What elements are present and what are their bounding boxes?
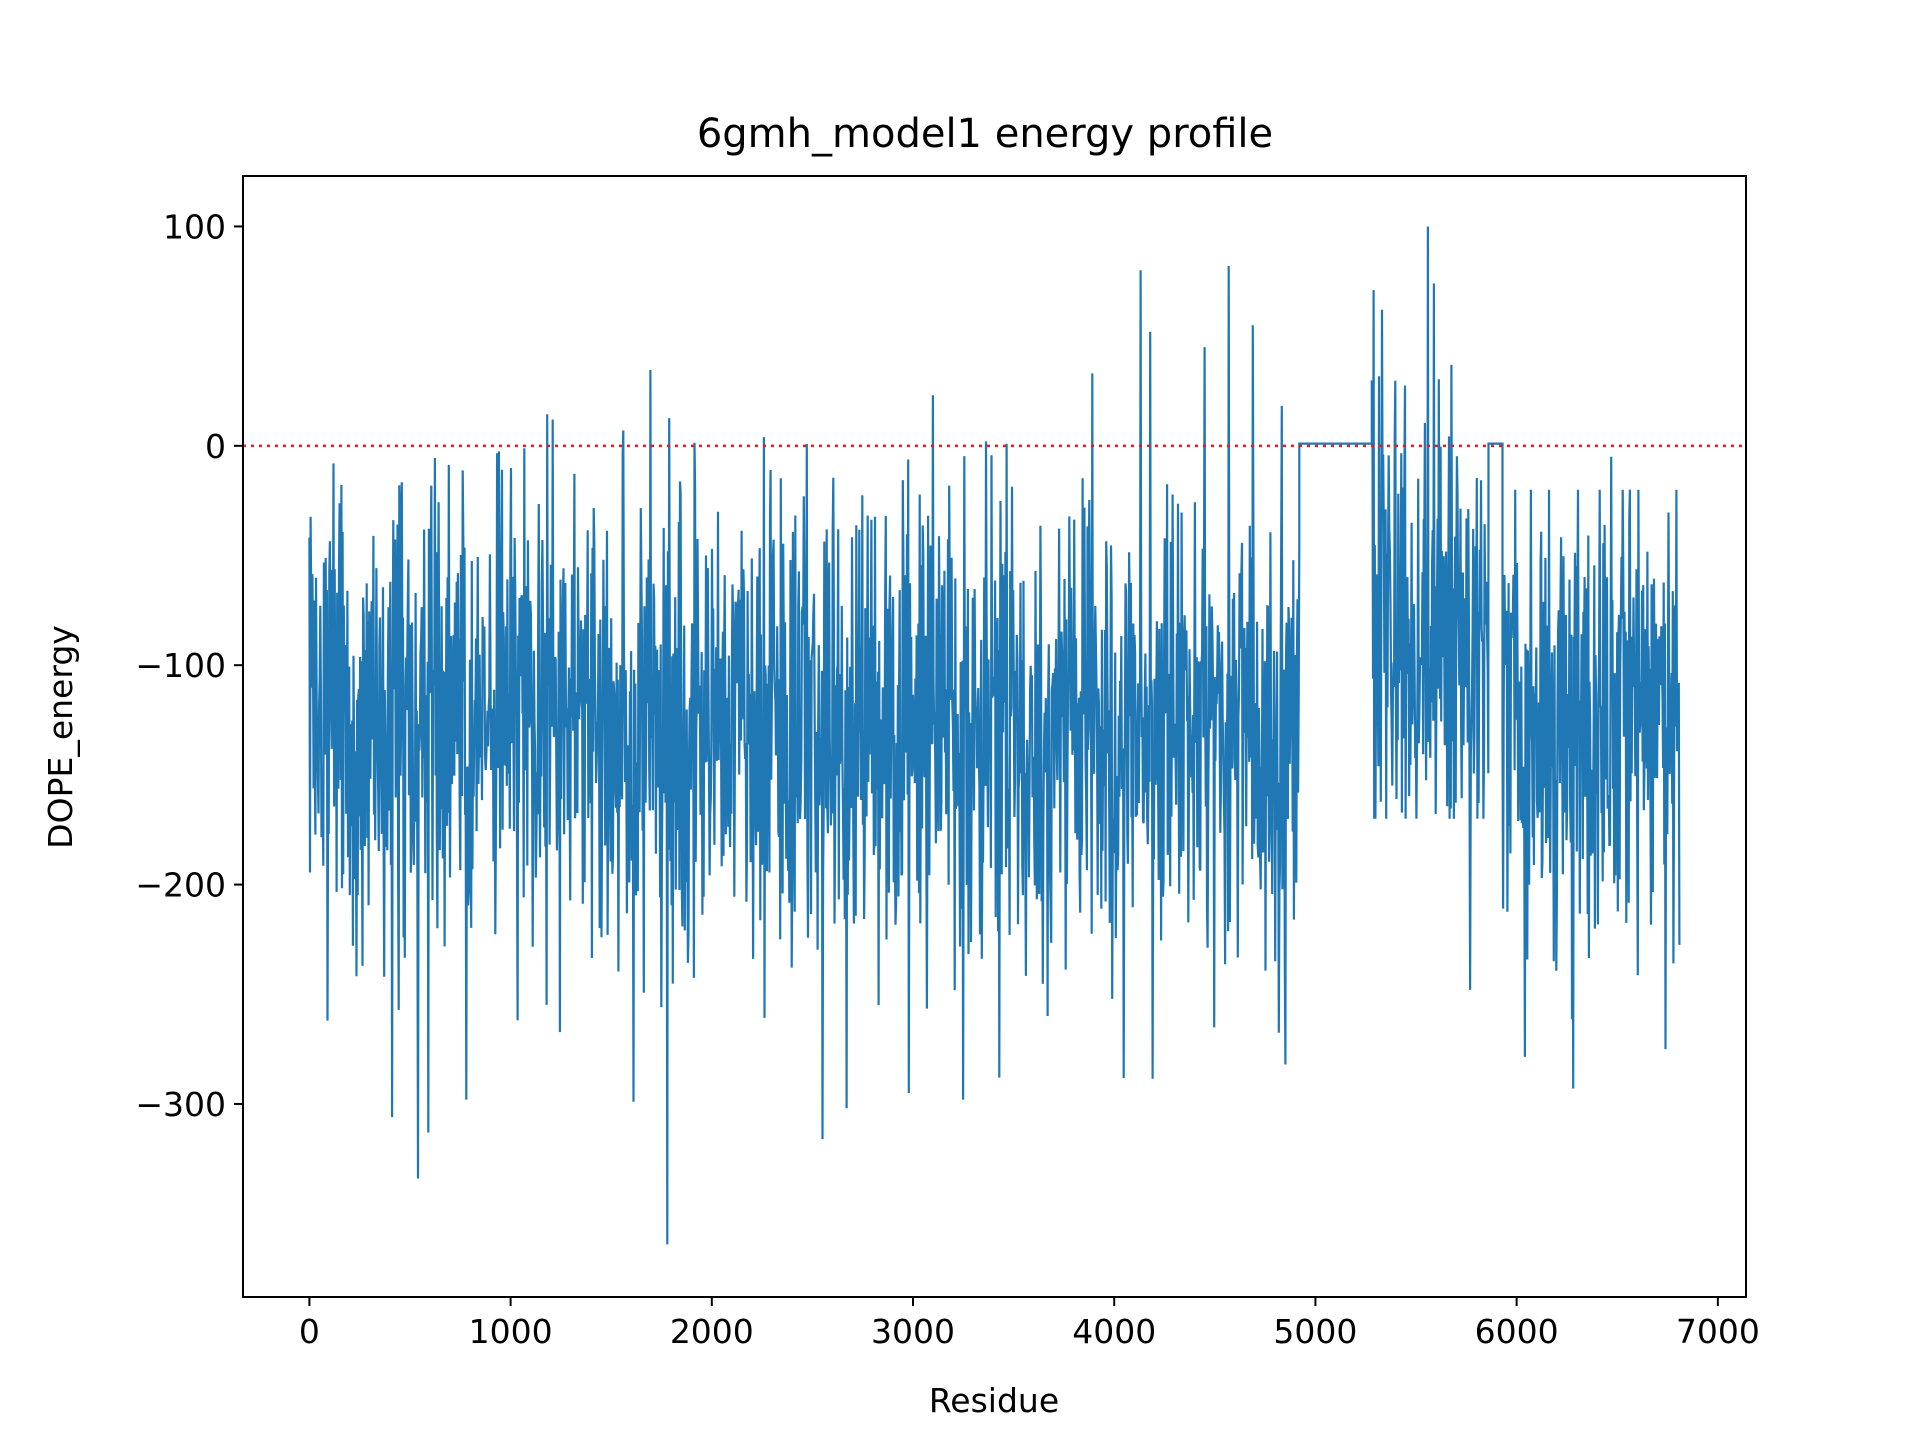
plot-frame <box>242 175 1747 1298</box>
y-axis-label: DOPE_energy <box>41 625 80 849</box>
x-tick-label: 2000 <box>670 1312 754 1351</box>
x-tick-label: 6000 <box>1475 1312 1559 1351</box>
y-tick-label: 100 <box>163 207 226 246</box>
x-tick-label: 7000 <box>1676 1312 1760 1351</box>
series-line-dope-energy <box>308 226 1681 1245</box>
series-layer <box>308 226 1681 1245</box>
y-tick-label: −200 <box>135 866 226 905</box>
y-tick-label: 0 <box>205 427 226 466</box>
x-axis: 0 1000 2000 3000 4000 5000 6000 7000 <box>299 1297 1760 1351</box>
x-tick-label: 3000 <box>871 1312 955 1351</box>
x-axis-label: Residue <box>929 1381 1059 1420</box>
chart-title: 6gmh_model1 energy profile <box>697 111 1273 157</box>
y-tick-label: −100 <box>135 646 226 685</box>
x-tick-label: 0 <box>299 1312 320 1351</box>
y-axis: 100 0 −100 −200 −300 <box>135 207 243 1124</box>
x-tick-label: 1000 <box>469 1312 553 1351</box>
x-tick-label: 5000 <box>1273 1312 1357 1351</box>
y-tick-label: −300 <box>135 1085 226 1124</box>
x-tick-label: 4000 <box>1072 1312 1156 1351</box>
